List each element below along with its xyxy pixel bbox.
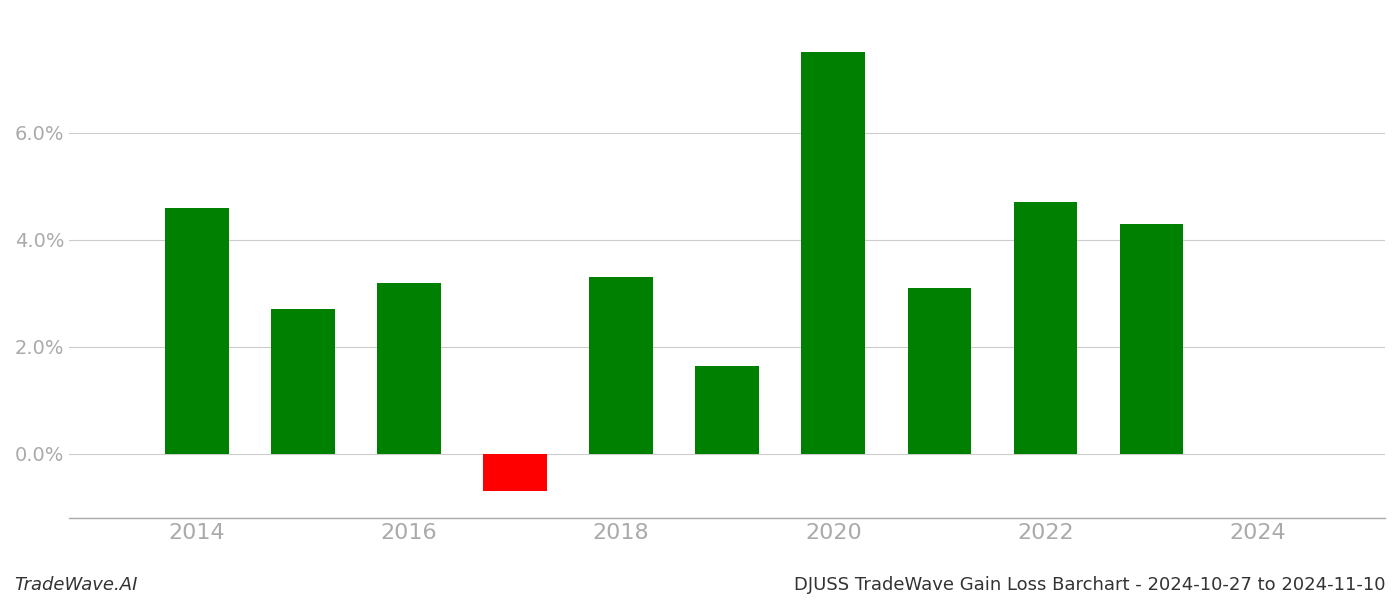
Text: DJUSS TradeWave Gain Loss Barchart - 2024-10-27 to 2024-11-10: DJUSS TradeWave Gain Loss Barchart - 202… [795,576,1386,594]
Bar [1014,202,1078,454]
Bar [165,208,228,454]
Bar [1120,224,1183,454]
Bar [589,277,652,454]
Text: TradeWave.AI: TradeWave.AI [14,576,137,594]
Bar [907,288,972,454]
Bar [377,283,441,454]
Bar [801,52,865,454]
Bar [483,454,547,491]
Bar [696,365,759,454]
Bar [272,310,335,454]
